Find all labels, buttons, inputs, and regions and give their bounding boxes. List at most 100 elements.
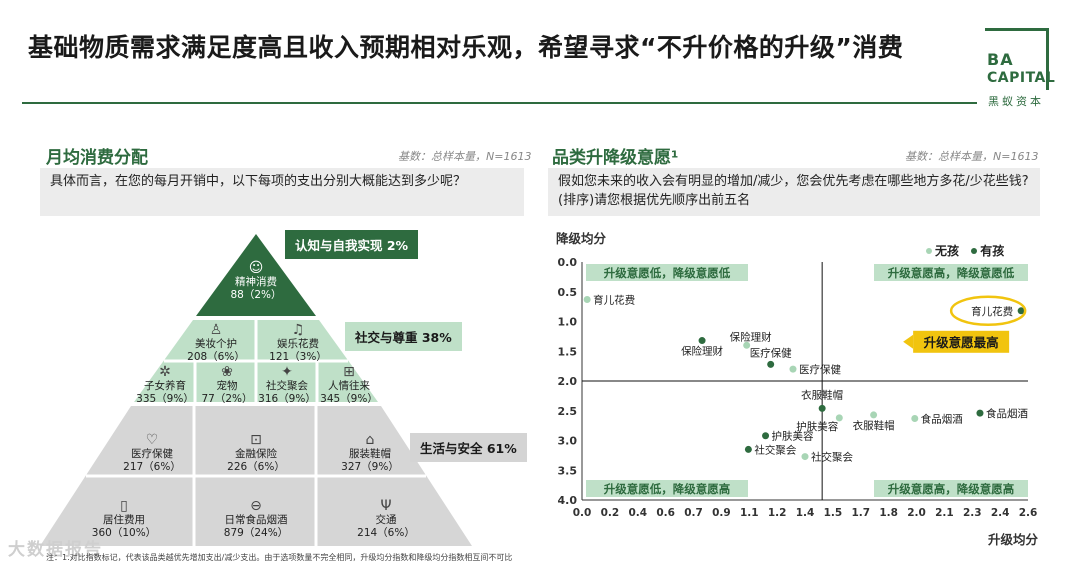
point-label: 护肤美容 xyxy=(796,420,838,433)
right-section-title: 品类升降级意愿¹ xyxy=(552,148,679,168)
x-tick-label: 2.0 xyxy=(907,507,926,519)
social-icon: ✦ xyxy=(281,364,293,380)
scatter-point xyxy=(744,445,752,453)
legend-no-kids: 无孩 xyxy=(935,244,960,258)
legend-dot-no-kids xyxy=(926,248,932,254)
scatter-point xyxy=(767,360,775,368)
shirt-icon: ⌂ xyxy=(365,432,375,448)
y-tick-label: 1.5 xyxy=(558,345,578,358)
pet-icon: ❀ xyxy=(221,364,233,380)
scatter-point xyxy=(1017,307,1025,315)
pyramid-cell-food: ⊖ 日常食品烟酒 879（24%） xyxy=(206,498,306,540)
page-title: 基础物质需求满足度高且收入预期相对乐观，希望寻求“不升价格的升级”消费 xyxy=(28,33,904,62)
pyramid-cell-spiritual: ☺ 精神消费 88（2%） xyxy=(226,260,286,302)
scatter-point xyxy=(583,295,591,303)
x-tick-label: 1.1 xyxy=(740,507,759,519)
door-icon: ▯ xyxy=(120,498,128,514)
y-axis-title: 降级均分 xyxy=(556,231,607,246)
x-tick-label: 2.4 xyxy=(991,507,1010,519)
chart-legend: 无孩 有孩 xyxy=(918,242,1004,259)
point-label: 保险理财 xyxy=(730,330,772,343)
x-tick-label: 0.4 xyxy=(628,507,647,519)
logo-frame xyxy=(985,28,1049,90)
pyramid-cell-medical: ♡ 医疗保健 217（6%） xyxy=(112,432,192,474)
scatter-point xyxy=(762,432,770,440)
x-tick-label: 0.0 xyxy=(573,507,592,519)
point-label: 食品烟酒 xyxy=(986,407,1028,420)
cell-name: 居住费用 xyxy=(103,514,145,526)
cosmetics-icon: ♙ xyxy=(209,322,223,338)
point-label: 医疗保健 xyxy=(799,363,841,376)
cell-value: 88（2%） xyxy=(230,289,282,301)
callout-life-safety: 生活与安全 61% xyxy=(410,433,527,462)
legend-with-kids: 有孩 xyxy=(980,244,1005,258)
x-tick-label: 1.8 xyxy=(879,507,898,519)
cell-value: 316（9%） xyxy=(258,393,316,405)
pyramid-cell-cosmetics: ♙ 美妆个护 208（6%） xyxy=(186,322,246,364)
watermark: 大数据报告 xyxy=(8,540,103,560)
highlight-label: 升级意愿最高 xyxy=(924,335,999,350)
pyramid-cell-childcare: ✲ 子女养育 335（9%） xyxy=(134,364,196,406)
cell-name: 娱乐花费 xyxy=(277,338,319,350)
x-tick-label: 0.6 xyxy=(656,507,675,519)
x-tick-label: 2.6 xyxy=(1019,507,1038,519)
highlight-label-bg xyxy=(913,330,1010,353)
cell-value: 217（6%） xyxy=(123,461,181,473)
left-base-note: 基数：总样本量，N=1613 xyxy=(398,150,532,163)
cell-value: 208（6%） xyxy=(187,351,245,363)
point-label: 护肤美容 xyxy=(772,430,814,443)
right-question: 假如您未来的收入会有明显的增加/减少，您会优先考虑在哪些地方多花/少花些钱?(排… xyxy=(548,168,1040,216)
callout-social-esteem: 社交与尊重 38% xyxy=(345,322,462,351)
scatter-point xyxy=(911,414,919,422)
title-divider xyxy=(22,102,977,104)
cell-name: 服装鞋帽 xyxy=(349,448,391,460)
highlight-ellipse xyxy=(949,295,1027,327)
logo-ba: BA xyxy=(987,50,1014,69)
cell-value: 327（9%） xyxy=(341,461,399,473)
entertainment-icon: ♫ xyxy=(291,322,305,338)
quadrant-label-top-right: 升级意愿高，降级意愿低 xyxy=(888,266,1015,280)
cell-name: 美妆个护 xyxy=(195,338,237,350)
callout-self-actualization: 认知与自我实现 2% xyxy=(285,230,419,259)
pyramid-cell-social: ✦ 社交聚会 316（9%） xyxy=(256,364,318,406)
point-label: 育儿花费 xyxy=(593,293,635,306)
x-tick-label: 1.2 xyxy=(768,507,787,519)
scatter-point xyxy=(789,365,797,373)
pyramid-tier-top xyxy=(196,234,316,316)
scatter-point xyxy=(976,409,984,417)
point-label: 育儿花费 xyxy=(971,305,1013,318)
scatter-svg: 0.00.51.01.52.02.53.03.54.00.0 0.2 0.4 0.6 0… xyxy=(556,231,1039,547)
cell-name: 子女养育 xyxy=(144,380,186,392)
cell-value: 121（3%） xyxy=(269,351,327,363)
cell-value: 360（10%） xyxy=(91,527,157,539)
transport-icon: Ψ xyxy=(380,498,392,514)
cell-name: 交通 xyxy=(375,514,397,526)
pyramid-cell-pet: ❀ 宠物 77（2%） xyxy=(198,364,256,406)
cell-value: 879（24%） xyxy=(223,527,289,539)
head-icon: ☺ xyxy=(248,260,264,276)
x-axis-title: 升级均分 xyxy=(988,532,1039,547)
legend-dot-with-kids xyxy=(971,248,978,254)
pyramid-shape xyxy=(40,234,472,546)
scatter-point xyxy=(870,411,878,419)
quadrant-label-bottom-left: 升级意愿低，降级意愿高 xyxy=(604,482,731,496)
quadrant-label-bottom-left-bg xyxy=(586,480,748,497)
cell-value: 77（2%） xyxy=(201,393,253,405)
y-tick-label: 4.0 xyxy=(558,494,578,507)
pyramid-cell-gifts: ⊞ 人情往来 345（9%） xyxy=(318,364,380,406)
point-label: 衣服鞋帽 xyxy=(853,419,895,432)
x-tick-label: 1.5 xyxy=(824,507,843,519)
point-label: 社交聚会 xyxy=(754,443,796,456)
pyramid-cell-entertainment: ♫ 娱乐花费 121（3%） xyxy=(266,322,330,364)
cell-name: 日常食品烟酒 xyxy=(224,514,288,526)
cell-name: 医疗保健 xyxy=(131,448,173,460)
heart-pulse-icon: ♡ xyxy=(145,432,159,448)
pyramid-cell-housing: ▯ 居住费用 360（10%） xyxy=(84,498,164,540)
scatter-point xyxy=(801,453,809,461)
y-tick-label: 0.5 xyxy=(558,286,578,299)
point-label: 食品烟酒 xyxy=(921,412,963,425)
logo-capital: CAPITAL xyxy=(987,70,1056,86)
y-tick-label: 2.5 xyxy=(558,405,578,418)
point-label: 社交聚会 xyxy=(811,451,853,464)
x-tick-label: 0.2 xyxy=(601,507,620,519)
